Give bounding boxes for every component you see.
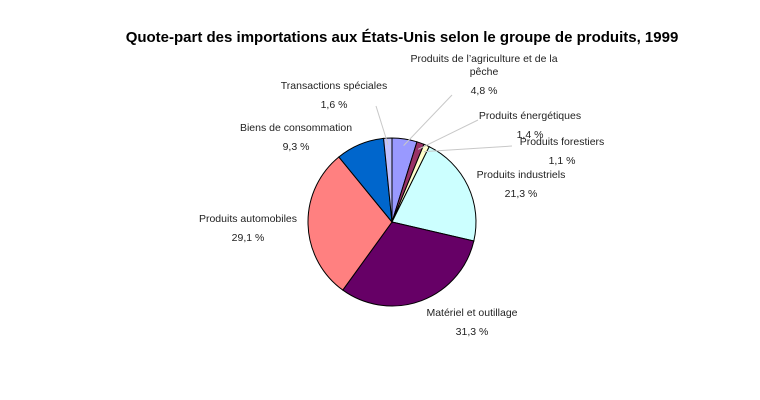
chart-title: Quote-part des importations aux États-Un… xyxy=(126,29,679,46)
leader-line xyxy=(417,119,479,150)
slice-value-label: 31,3 % xyxy=(456,326,489,338)
slice-value-label: 29,1 % xyxy=(232,232,265,244)
slice-name-label: Matériel et outillage xyxy=(426,307,517,319)
slice-value-label: 9,3 % xyxy=(283,141,310,153)
slice-name-label: Produits automobiles xyxy=(199,213,297,225)
slice-name-label: Produits de l’agriculture et de la xyxy=(410,53,557,65)
pie-slice xyxy=(342,221,475,307)
slice-value-label: 4,8 % xyxy=(471,85,498,97)
leader-line xyxy=(403,94,453,146)
leader-lines xyxy=(375,94,513,153)
pie-slice xyxy=(383,137,393,223)
leader-line xyxy=(375,105,389,145)
slice-name-label: pêche xyxy=(470,66,499,78)
slice-name-label: Transactions spéciales xyxy=(281,80,387,92)
slice-value-label: 1,6 % xyxy=(321,99,348,111)
slice-value-label: 21,3 % xyxy=(505,188,538,200)
slice-name-label: Biens de consommation xyxy=(240,122,352,134)
slice-name-label: Produits forestiers xyxy=(520,136,605,148)
leader-line xyxy=(423,145,513,153)
slice-name-label: Produits énergétiques xyxy=(479,110,581,122)
pie-slices xyxy=(307,137,477,307)
pie-slice xyxy=(307,156,393,291)
slice-value-label: 1,4 % xyxy=(517,129,544,141)
slice-value-label: 1,1 % xyxy=(549,155,576,167)
slice-name-label: Produits industriels xyxy=(477,169,566,181)
